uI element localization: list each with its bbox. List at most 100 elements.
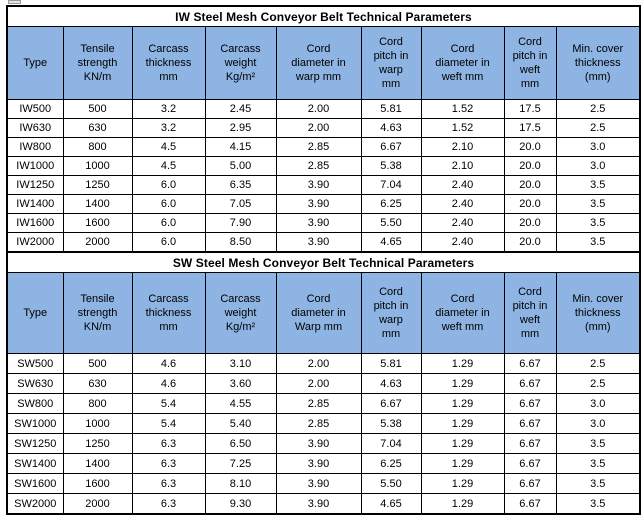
table-cell: 1.29	[420, 413, 505, 434]
table-cell: 6.67	[503, 433, 557, 454]
table-cell: 2.85	[275, 413, 362, 434]
table-cell: 2.00	[275, 99, 362, 119]
table-cell: 9.30	[204, 493, 277, 515]
header-cell: Cord diameter in weft mm	[420, 272, 505, 354]
table-row: SW1600 1600 6.3 8.10 3.90 5.50 1.29 6.67 3.5	[6, 473, 641, 494]
table-title-row: IW Steel Mesh Conveyor Belt Technical Pa…	[6, 5, 641, 27]
table-cell: 5.4	[131, 393, 206, 414]
type-cell: IW1600	[6, 213, 64, 233]
table-row: SW500 500 4.6 3.10 2.00 5.81 1.29 6.67 2.5	[6, 353, 641, 374]
table-cell: 6.3	[131, 433, 206, 454]
table-cell: 8.10	[204, 473, 277, 494]
table-cell: 1.29	[420, 493, 505, 515]
table-cell: 7.04	[360, 433, 422, 454]
table-cell: 4.6	[131, 353, 206, 374]
table-cell: 6.25	[360, 194, 422, 214]
table-row: IW800 800 4.5 4.15 2.85 6.67 2.10 20.0 3.0	[6, 137, 641, 157]
table-cell: 5.00	[204, 156, 277, 176]
tables-container: IW Steel Mesh Conveyor Belt Technical Pa…	[6, 5, 642, 515]
table-cell: 2.40	[420, 175, 505, 195]
table-cell: 1.29	[420, 373, 505, 394]
table-cell: 800	[62, 393, 133, 414]
header-cell: Carcass thickness mm	[131, 26, 206, 100]
header-row: Type Tensile strength KN/m Carcass thickne…	[6, 26, 641, 100]
type-cell: IW1250	[6, 175, 64, 195]
table-cell: 5.50	[360, 213, 422, 233]
type-cell: SW500	[6, 353, 64, 374]
table-cell: 1250	[62, 175, 133, 195]
table-row: SW800 800 5.4 4.55 2.85 6.67 1.29 6.67 3.0	[6, 393, 641, 414]
table-cell: 20.0	[503, 137, 557, 157]
table-cell: 2.45	[204, 99, 277, 119]
table-cell: 2.5	[555, 353, 641, 374]
table-cell: 3.0	[555, 156, 641, 176]
type-cell: IW1400	[6, 194, 64, 214]
table-cell: 1600	[62, 473, 133, 494]
type-cell: IW500	[6, 99, 64, 119]
table-cell: 3.90	[275, 453, 362, 474]
table-cell: 3.5	[555, 433, 641, 454]
table-cell: 2.85	[275, 393, 362, 414]
table-cell: 6.67	[503, 473, 557, 494]
table-cell: 7.05	[204, 194, 277, 214]
header-cell: Cord diameter in Warp mm	[275, 272, 362, 354]
spec-table-iw: IW Steel Mesh Conveyor Belt Technical Pa…	[6, 5, 641, 253]
type-cell: SW1400	[6, 453, 64, 474]
table-row: SW2000 2000 6.3 9.30 3.90 4.65 1.29 6.67 3.5	[6, 493, 641, 515]
table-row: IW2000 2000 6.0 8.50 3.90 4.65 2.40 20.0 3.5	[6, 232, 641, 253]
header-row: Type Tensile strength KN/m Carcass thickne…	[6, 272, 641, 354]
table-cell: 2.40	[420, 194, 505, 214]
table-cell: 2.5	[555, 373, 641, 394]
table-cell: 3.5	[555, 493, 641, 515]
table-cell: 4.5	[131, 137, 206, 157]
table-cell: 20.0	[503, 194, 557, 214]
table-cell: 2000	[62, 493, 133, 515]
table-cell: 6.67	[503, 453, 557, 474]
table-cell: 4.65	[360, 493, 422, 515]
table-cell: 5.81	[360, 99, 422, 119]
table-cell: 4.6	[131, 373, 206, 394]
table-cell: 3.5	[555, 453, 641, 474]
header-cell: Carcass weight Kg/m²	[204, 272, 277, 354]
table-row: IW1600 1600 6.0 7.90 3.90 5.50 2.40 20.0 3.5	[6, 213, 641, 233]
table-cell: 7.90	[204, 213, 277, 233]
table-cell: 3.90	[275, 493, 362, 515]
type-cell: IW800	[6, 137, 64, 157]
table-cell: 6.67	[503, 373, 557, 394]
table-cell: 1400	[62, 453, 133, 474]
table-cell: 500	[62, 353, 133, 374]
table-row: IW500 500 3.2 2.45 2.00 5.81 1.52 17.5 2.5	[6, 99, 641, 119]
table-cell: 2.00	[275, 373, 362, 394]
type-cell: IW2000	[6, 232, 64, 253]
table-cell: 17.5	[503, 118, 557, 138]
header-cell: Cord diameter in warp mm	[275, 26, 362, 100]
table-cell: 5.4	[131, 413, 206, 434]
type-cell: IW630	[6, 118, 64, 138]
table-row: SW630 630 4.6 3.60 2.00 4.63 1.29 6.67 2.5	[6, 373, 641, 394]
table-cell: 5.38	[360, 156, 422, 176]
table-cell: 20.0	[503, 213, 557, 233]
table-cell: 2.85	[275, 156, 362, 176]
table-cell: 17.5	[503, 99, 557, 119]
table-cell: 5.81	[360, 353, 422, 374]
table-cell: 3.90	[275, 213, 362, 233]
table-row: SW1000 1000 5.4 5.40 2.85 5.38 1.29 6.67 3.0	[6, 413, 641, 434]
table-cell: 8.50	[204, 232, 277, 253]
header-cell: Cord pitch in weft mm	[503, 272, 557, 354]
type-cell: SW1600	[6, 473, 64, 494]
type-cell: IW1000	[6, 156, 64, 176]
header-cell: Carcass weight Kg/m²	[204, 26, 277, 100]
table-cell: 3.5	[555, 194, 641, 214]
table-cell: 3.90	[275, 473, 362, 494]
table-cell: 6.35	[204, 175, 277, 195]
table-cell: 3.0	[555, 413, 641, 434]
type-cell: SW2000	[6, 493, 64, 515]
table-row: IW1000 1000 4.5 5.00 2.85 5.38 2.10 20.0 3.0	[6, 156, 641, 176]
table-cell: 1.29	[420, 473, 505, 494]
header-cell: Tensile strength KN/m	[62, 26, 133, 100]
table-cell: 3.5	[555, 213, 641, 233]
table-cell: 3.90	[275, 194, 362, 214]
table-cell: 3.60	[204, 373, 277, 394]
table-cell: 6.0	[131, 213, 206, 233]
